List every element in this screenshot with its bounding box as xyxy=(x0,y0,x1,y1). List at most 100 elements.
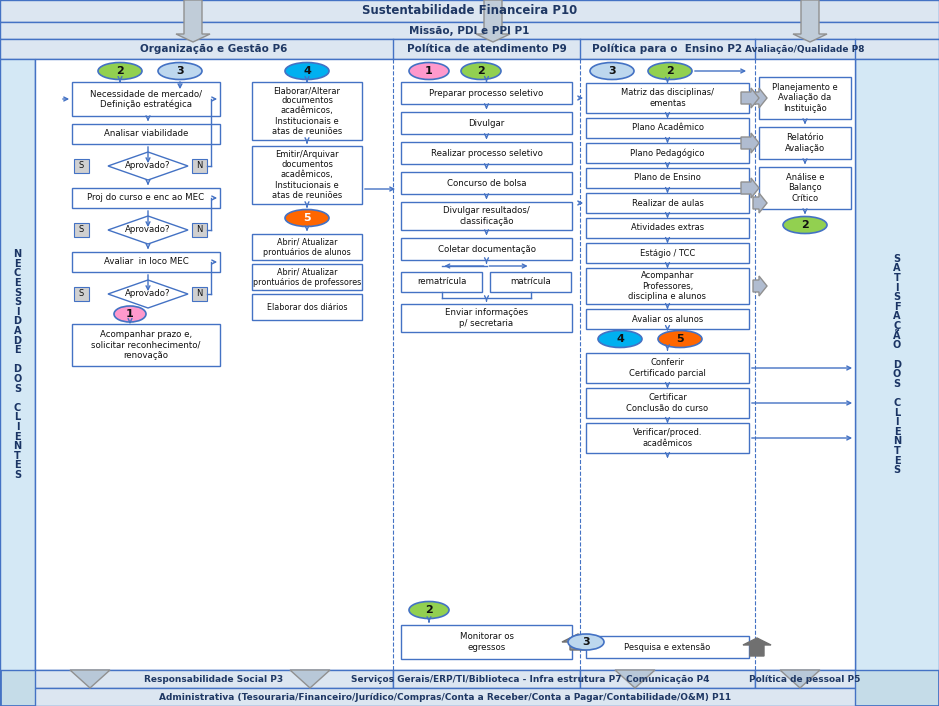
Text: Missão, PDI e PPI P1: Missão, PDI e PPI P1 xyxy=(409,25,530,35)
Text: N: N xyxy=(196,289,203,299)
Ellipse shape xyxy=(461,63,501,80)
Bar xyxy=(401,304,572,332)
Text: Organização e Gestão P6: Organização e Gestão P6 xyxy=(140,44,287,54)
Bar xyxy=(72,82,220,116)
Bar xyxy=(72,324,220,366)
Text: Monitorar os
egressos: Monitorar os egressos xyxy=(459,633,514,652)
Bar xyxy=(586,268,749,304)
Bar xyxy=(586,423,749,453)
Text: Relatório
Avaliação: Relatório Avaliação xyxy=(785,133,825,152)
Bar xyxy=(35,59,855,670)
Text: rematrícula: rematrícula xyxy=(417,277,466,287)
Bar xyxy=(580,670,755,688)
Text: Planejamento e
Avaliação da
Instituição: Planejamento e Avaliação da Instituição xyxy=(772,83,838,112)
Ellipse shape xyxy=(648,63,692,80)
Text: Aprovado?: Aprovado? xyxy=(125,289,171,299)
Bar xyxy=(401,172,572,194)
Text: Plano de Ensino: Plano de Ensino xyxy=(634,174,700,182)
Text: Matriz das disciplinas/
ementas: Matriz das disciplinas/ ementas xyxy=(621,88,714,107)
Text: 4: 4 xyxy=(616,334,623,344)
Ellipse shape xyxy=(568,634,604,650)
Bar xyxy=(74,159,89,173)
Polygon shape xyxy=(753,193,767,213)
Text: Abrir/ Atualizar
prontuários de alunos: Abrir/ Atualizar prontuários de alunos xyxy=(263,237,351,256)
Text: 1: 1 xyxy=(126,309,134,319)
Text: 4: 4 xyxy=(303,66,311,76)
Bar xyxy=(759,167,851,209)
Text: Analisar viabilidade: Analisar viabilidade xyxy=(104,129,188,138)
Bar xyxy=(586,218,749,238)
Bar xyxy=(252,82,362,140)
Text: Divulgar resultados/
classificação: Divulgar resultados/ classificação xyxy=(443,206,530,225)
Polygon shape xyxy=(753,88,767,108)
Polygon shape xyxy=(743,638,771,656)
Text: Política para o  Ensino P2: Política para o Ensino P2 xyxy=(593,44,743,54)
Text: Concurso de bolsa: Concurso de bolsa xyxy=(447,179,526,188)
Bar xyxy=(35,670,393,688)
Polygon shape xyxy=(741,88,759,108)
Bar xyxy=(401,272,482,292)
Text: Avaliar os alunos: Avaliar os alunos xyxy=(632,314,703,323)
Ellipse shape xyxy=(158,63,202,80)
Text: Abrir/ Atualizar
prontuários de professores: Abrir/ Atualizar prontuários de professo… xyxy=(253,268,362,287)
Bar xyxy=(755,670,855,688)
Ellipse shape xyxy=(783,217,827,234)
Bar xyxy=(586,388,749,418)
Bar xyxy=(0,22,939,39)
Polygon shape xyxy=(108,216,188,244)
Bar xyxy=(586,193,749,213)
Text: Enviar informações
p/ secretaria: Enviar informações p/ secretaria xyxy=(445,309,528,328)
Text: Comunicação P4: Comunicação P4 xyxy=(625,674,709,683)
Text: N: N xyxy=(196,162,203,171)
Bar xyxy=(586,83,749,113)
Text: Realizar processo seletivo: Realizar processo seletivo xyxy=(431,148,543,157)
Text: 2: 2 xyxy=(801,220,808,230)
Polygon shape xyxy=(741,133,759,153)
Bar xyxy=(72,188,220,208)
Text: Responsabilidade Social P3: Responsabilidade Social P3 xyxy=(145,674,284,683)
Text: Elaborar dos diários: Elaborar dos diários xyxy=(267,302,347,311)
Text: Aprovado?: Aprovado? xyxy=(125,162,171,171)
Bar xyxy=(0,0,939,22)
Bar xyxy=(393,670,580,688)
Text: Estágio / TCC: Estágio / TCC xyxy=(639,249,695,258)
Bar xyxy=(192,287,207,301)
Ellipse shape xyxy=(658,330,702,347)
Text: S: S xyxy=(79,289,85,299)
Bar xyxy=(490,272,571,292)
Text: 3: 3 xyxy=(177,66,184,76)
Text: 5: 5 xyxy=(676,334,684,344)
Bar xyxy=(252,234,362,260)
Text: matrícula: matrícula xyxy=(510,277,551,287)
Polygon shape xyxy=(476,0,510,42)
Text: 2: 2 xyxy=(116,66,124,76)
Text: Análise e
Balanço
Crítico: Análise e Balanço Crítico xyxy=(786,174,824,203)
Bar xyxy=(586,243,749,263)
Text: 3: 3 xyxy=(582,637,590,647)
Bar xyxy=(759,127,851,159)
Text: Aprovado?: Aprovado? xyxy=(125,225,171,234)
Text: Atividades extras: Atividades extras xyxy=(631,224,704,232)
Bar xyxy=(35,688,855,706)
Ellipse shape xyxy=(98,63,142,80)
Text: Acompanhar prazo e,
solicitar reconhecimento/
renovação: Acompanhar prazo e, solicitar reconhecim… xyxy=(91,330,201,359)
Bar xyxy=(72,252,220,272)
Polygon shape xyxy=(615,670,655,688)
Text: Elaborar/Alterar
documentos
acadêmicos,
Institucionais e
atas de reuniões: Elaborar/Alterar documentos acadêmicos, … xyxy=(272,86,342,136)
Ellipse shape xyxy=(598,330,642,347)
Text: Política de pessoal P5: Política de pessoal P5 xyxy=(749,674,861,683)
Text: 2: 2 xyxy=(425,605,433,615)
Text: Acompanhar
Professores,
disciplina e alunos: Acompanhar Professores, disciplina e alu… xyxy=(628,271,706,301)
Polygon shape xyxy=(741,178,759,198)
Bar xyxy=(401,202,572,230)
Text: Plano Pedagógico: Plano Pedagógico xyxy=(630,148,704,157)
Text: Preparar processo seletivo: Preparar processo seletivo xyxy=(429,88,544,97)
Ellipse shape xyxy=(285,210,329,227)
Polygon shape xyxy=(108,280,188,308)
Ellipse shape xyxy=(409,63,449,80)
Bar xyxy=(401,142,572,164)
Text: Plano Acadêmico: Plano Acadêmico xyxy=(632,124,703,133)
Bar xyxy=(401,238,572,260)
Text: Divulgar: Divulgar xyxy=(469,119,504,128)
Bar xyxy=(192,159,207,173)
